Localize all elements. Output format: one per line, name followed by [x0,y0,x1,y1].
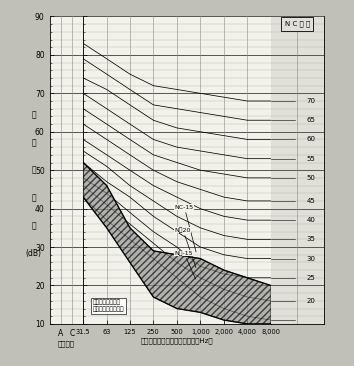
Text: Nツ-15: Nツ-15 [175,250,196,279]
Text: レ: レ [31,166,36,175]
Text: ベ: ベ [31,193,36,202]
Text: 30: 30 [306,255,315,262]
Text: (dB): (dB) [25,249,42,258]
Text: 重: 重 [31,111,36,119]
Text: 音: 音 [31,138,36,147]
Text: 55: 55 [306,156,315,162]
Text: ル: ル [31,221,36,230]
Polygon shape [83,163,271,324]
Text: 25: 25 [306,275,315,281]
Text: 40: 40 [306,217,315,223]
Text: 20: 20 [306,298,315,304]
Text: 35: 35 [306,236,315,242]
Text: NC-15: NC-15 [175,205,196,252]
Text: 60: 60 [306,137,315,142]
Text: 70: 70 [306,98,315,104]
Text: 45: 45 [306,198,315,204]
Text: 50: 50 [306,175,315,181]
Text: 聴聴詩害に対する
聴覚的最小可能限界: 聴聴詩害に対する 聴覚的最小可能限界 [93,299,125,312]
X-axis label: 騒音補正: 騒音補正 [58,340,75,347]
Text: Nツ20: Nツ20 [175,227,196,268]
Text: 65: 65 [306,117,315,123]
Text: N C 曲 線: N C 曲 線 [285,21,310,27]
X-axis label: オクターブバンド中心周波数（Hz）: オクターブバンド中心周波数（Hz） [141,337,213,344]
